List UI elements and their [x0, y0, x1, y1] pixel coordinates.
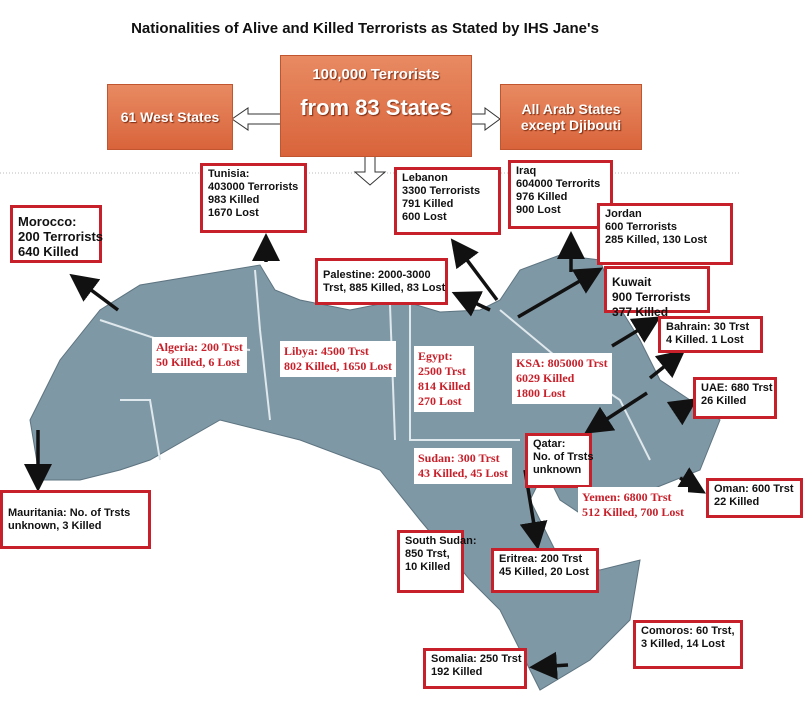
country-label-ksa: KSA: 805000 Trst 6029 Killed 1800 Lost — [512, 353, 612, 404]
box-text-line: 600 Terrorists — [605, 221, 677, 233]
box-text-line: Tunisia: — [208, 168, 250, 180]
country-box-uae: UAE: 680 Trst 26 Killed — [693, 377, 777, 419]
pointer-arrows — [24, 231, 707, 680]
total-terrorists-box: 100,000 Terrorists from 83 States — [280, 55, 472, 157]
box-text-line: Qatar: — [533, 438, 566, 450]
label-text-line: Yemen: 6800 Trst — [582, 490, 672, 504]
country-box-south-sudan: South Sudan: 850 Trst, 10 Killed — [397, 530, 477, 593]
country-box-mauritania: Mauritania: No. of Trsts unknown, 3 Kille… — [0, 490, 151, 549]
arab-world-landmass — [29, 254, 721, 691]
box-text-line: No. of Trsts — [533, 451, 594, 463]
country-label-egypt: Egypt: 2500 Trst 814 Killed 270 Lost — [414, 346, 475, 412]
label-text-line: Sudan: 300 Trst — [418, 451, 500, 465]
box-text-line: 22 Killed — [714, 496, 760, 508]
label-text-line: 6029 Killed — [516, 371, 575, 385]
box-text-line: 200 Terrorists — [18, 229, 104, 244]
country-box-palestine: Palestine: 2000-3000 Trst, 885 Killed, 83… — [315, 258, 448, 305]
box-text-line: Trst, 885 Killed, 83 Lost — [323, 282, 446, 294]
label-text-line: 512 Killed, 700 Lost — [582, 505, 685, 519]
box-text-line: 26 Killed — [701, 395, 747, 407]
box-text-line: 45 Killed, 20 Lost — [499, 566, 589, 578]
box-text-line: 285 Killed, 130 Lost — [605, 234, 708, 246]
flow-arrows — [231, 107, 501, 186]
arab-states-line: except Djibouti — [520, 117, 622, 133]
box-text-line: 791 Killed — [402, 198, 454, 210]
total-label: 100,000 Terrorists — [312, 66, 440, 83]
country-box-iraq: Iraq 604000 Terrorits 976 Killed 900 Lost — [508, 160, 613, 229]
country-box-eritrea: Eritrea: 200 Trst 45 Killed, 20 Lost — [491, 548, 599, 593]
box-text-line: 900 Lost — [516, 204, 561, 216]
label-text-line: 1800 Lost — [516, 386, 566, 400]
box-text-line: Palestine: 2000-3000 — [323, 269, 431, 281]
label-text-line: KSA: 805000 Trst — [516, 356, 608, 370]
box-text-line: Kuwait — [612, 275, 652, 289]
country-box-jordan: Jordan 600 Terrorists 285 Killed, 130 Lost — [597, 203, 733, 265]
label-text-line: 43 Killed, 45 Lost — [418, 466, 509, 480]
label-text-line: Algeria: 200 Trst — [156, 340, 243, 354]
box-text-line: 192 Killed — [431, 666, 483, 678]
country-label-libya: Libya: 4500 Trst 802 Killed, 1650 Lost — [280, 341, 397, 377]
box-text-line: 850 Trst, — [405, 548, 450, 560]
box-text-line: 3300 Terrorists — [402, 185, 481, 197]
country-label-sudan: Sudan: 300 Trst 43 Killed, 45 Lost — [414, 448, 513, 484]
label-text-line: Egypt: — [418, 349, 453, 363]
arab-states-box: All Arab States except Djibouti — [500, 84, 642, 150]
box-text-line: 10 Killed — [405, 561, 451, 573]
box-text-line: Comoros: 60 Trst, — [641, 625, 735, 637]
country-box-bahrain: Bahrain: 30 Trst 4 Killed. 1 Lost — [658, 316, 763, 353]
box-text-line: South Sudan: — [405, 535, 477, 547]
box-text-line: 604000 Terrorits — [516, 178, 601, 190]
box-text-line: Morocco: — [18, 214, 77, 229]
label-text-line: 802 Killed, 1650 Lost — [284, 359, 393, 373]
box-text-line: 377 Killed — [612, 305, 669, 319]
box-text-line: Oman: 600 Trst — [714, 483, 794, 495]
country-box-qatar: Qatar: No. of Trsts unknown — [525, 433, 594, 488]
label-text-line: 814 Killed — [418, 379, 471, 393]
box-text-line: 3 Killed, 14 Lost — [641, 638, 725, 650]
label-text-line: 50 Killed, 6 Lost — [156, 355, 241, 369]
country-box-oman: Oman: 600 Trst 22 Killed — [706, 478, 803, 518]
box-text-line: Jordan — [605, 208, 642, 220]
country-box-somalia: Somalia: 250 Trst 192 Killed — [423, 648, 527, 689]
states-label: from 83 States — [300, 95, 452, 120]
country-box-morocco: Morocco: 200 Terrorists 640 Killed — [10, 205, 104, 263]
box-text-line: unknown, 3 Killed — [8, 520, 102, 532]
box-text-line: 976 Killed — [516, 191, 568, 203]
country-box-kuwait: Kuwait 900 Terrorists 377 Killed — [604, 266, 710, 319]
box-text-line: Lebanon — [402, 172, 448, 184]
country-label-yemen: Yemen: 6800 Trst 512 Killed, 700 Lost — [578, 487, 689, 523]
box-text-line: Eritrea: 200 Trst — [499, 553, 583, 565]
box-text-line: Mauritania: No. of Trsts — [8, 507, 131, 519]
box-text-line: unknown — [533, 464, 582, 476]
arab-states-line: All Arab States — [521, 101, 621, 117]
country-box-tunisia: Tunisia: 403000 Terrorists 983 Killed 1670 … — [200, 163, 307, 233]
page-title: Nationalities of Alive and Killed Terror… — [131, 20, 599, 37]
box-text-line: UAE: 680 Trst — [701, 382, 773, 394]
box-text-line: Iraq — [516, 165, 537, 177]
box-text-line: 600 Lost — [402, 211, 447, 223]
box-text-line: 403000 Terrorists — [208, 181, 299, 193]
box-text-line: Bahrain: 30 Trst — [666, 321, 750, 333]
box-text-line: 900 Terrorists — [612, 290, 691, 304]
label-text-line: 270 Lost — [418, 394, 462, 408]
box-text-line: 640 Killed — [18, 244, 79, 259]
country-box-comoros: Comoros: 60 Trst, 3 Killed, 14 Lost — [633, 620, 743, 669]
label-text-line: Libya: 4500 Trst — [284, 344, 369, 358]
west-states-box: 61 West States — [107, 84, 233, 150]
label-text-line: 2500 Trst — [418, 364, 466, 378]
box-text-line: 983 Killed — [208, 194, 260, 206]
box-text-line: 4 Killed. 1 Lost — [666, 334, 744, 346]
country-label-algeria: Algeria: 200 Trst 50 Killed, 6 Lost — [152, 337, 247, 373]
box-text-line: Somalia: 250 Trst — [431, 653, 522, 665]
country-box-lebanon: Lebanon 3300 Terrorists 791 Killed 600 Lost — [394, 167, 501, 235]
box-text-line: 1670 Lost — [208, 207, 259, 219]
